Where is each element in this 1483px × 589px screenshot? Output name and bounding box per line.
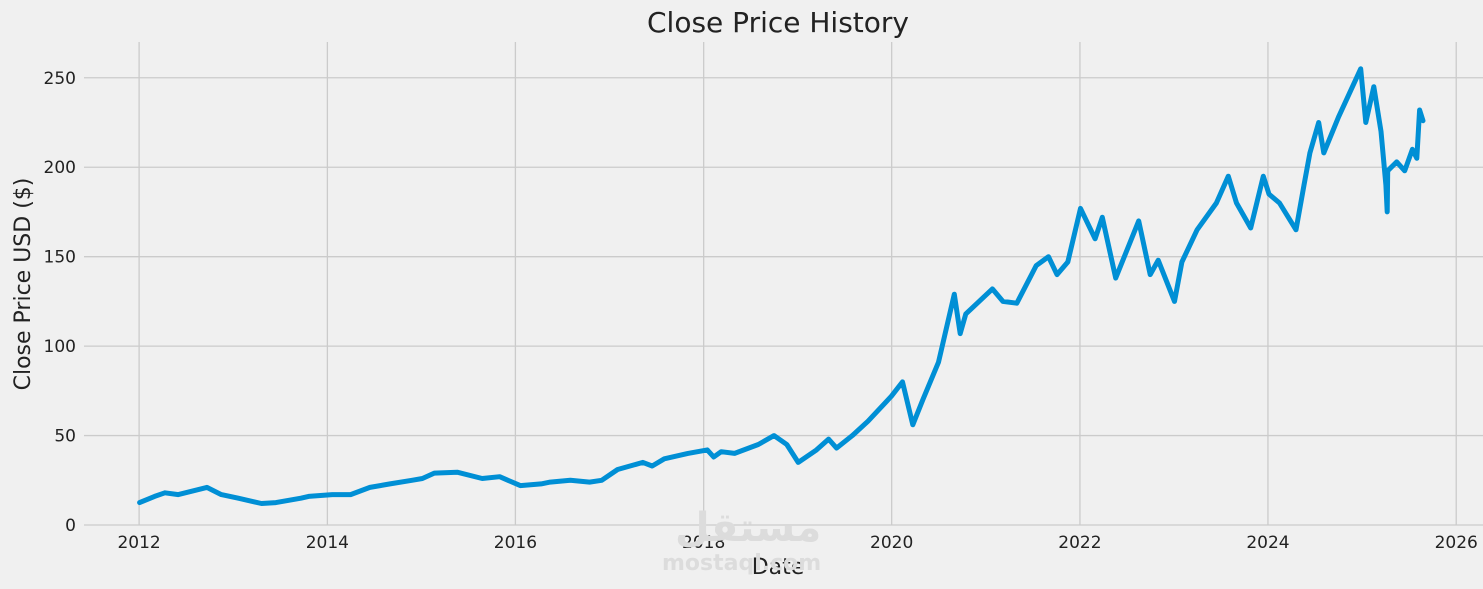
y-tick-label: 100: [44, 337, 76, 357]
y-tick-label: 50: [54, 427, 76, 447]
y-tick-label: 150: [44, 248, 76, 268]
x-tick-label: 2016: [494, 533, 537, 553]
x-tick-label: 2026: [1435, 533, 1478, 553]
x-axis-ticks: 2012 2014 2016 2018 2020 2022 2024 2026: [117, 533, 1477, 553]
x-tick-label: 2020: [870, 533, 913, 553]
x-tick-label: 2022: [1058, 533, 1101, 553]
x-tick-label: 2024: [1246, 533, 1289, 553]
y-tick-label: 250: [44, 69, 76, 89]
chart-title: Close Price History: [647, 6, 909, 39]
grid-lines: [84, 42, 1483, 526]
x-tick-label: 2018: [682, 533, 725, 553]
y-axis-ticks: 0 50 100 150 200 250: [44, 69, 76, 536]
close-price-line: [137, 66, 1426, 506]
price-series: [137, 66, 1426, 506]
x-tick-label: 2014: [306, 533, 349, 553]
x-axis-label: Date: [752, 555, 805, 580]
x-tick-label: 2012: [117, 533, 160, 553]
y-axis-label: Close Price USD ($): [11, 178, 36, 391]
y-tick-label: 200: [44, 158, 76, 178]
y-tick-label: 0: [65, 516, 76, 536]
